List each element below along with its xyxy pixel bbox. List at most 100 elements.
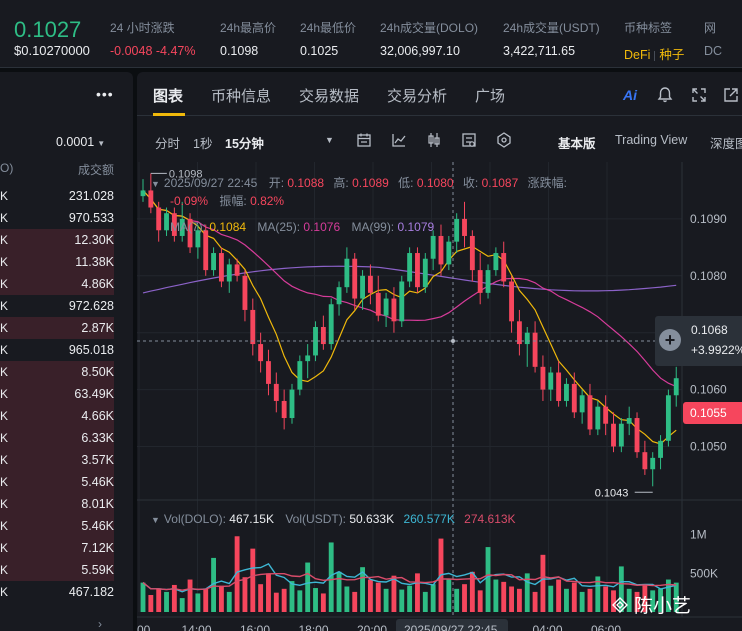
row-amount: K <box>0 541 9 555</box>
candle-body <box>469 235 475 271</box>
row-amount: K <box>0 189 9 203</box>
candle-body <box>242 275 248 310</box>
candle-body <box>171 213 177 236</box>
volume-bar <box>344 586 350 612</box>
candle-body <box>618 423 624 447</box>
candle-body <box>391 298 397 322</box>
chevron-right-icon[interactable]: › <box>98 617 102 631</box>
depth-bar <box>0 559 114 581</box>
volume-bar <box>422 591 428 612</box>
volume-bar <box>250 548 256 612</box>
volume-bar <box>501 581 507 612</box>
vol-collapse-icon[interactable]: ▼ <box>151 515 160 525</box>
chart-settings-icon[interactable] <box>460 131 478 149</box>
volume-bar <box>320 593 326 612</box>
y-tick-label: 0.1080 <box>690 269 727 283</box>
trade-row: K 5.46K <box>0 515 114 537</box>
chart-panel: 图表 币种信息 交易数据 交易分析 广场 Ai 分时 1秒 15分钟 ▼ <box>137 72 742 631</box>
candle-body <box>446 241 452 265</box>
legend-date: 2025/09/27 22:45 <box>163 176 258 190</box>
candle-style-icon[interactable] <box>425 131 443 149</box>
depth-bar <box>0 471 114 493</box>
x-tick-label: 14:00 <box>182 623 212 631</box>
volume-bar <box>305 562 311 612</box>
trade-row: K 11.38K <box>0 251 114 273</box>
volume-ma2-line <box>142 572 677 591</box>
volume-bar <box>509 586 514 612</box>
volume-bar <box>360 567 365 612</box>
row-amount: K <box>0 233 9 247</box>
external-link-icon[interactable] <box>722 86 740 104</box>
volume-bar <box>611 590 616 612</box>
trade-list-panel: ••• 0.0001 ▼ O) 成交额 K 231.028 K 970.533 K 12.3… <box>0 72 133 631</box>
trade-row: K 4.66K <box>0 405 114 427</box>
legend-open-label: 开: <box>268 176 285 190</box>
interval-dropdown-icon[interactable]: ▼ <box>325 135 334 145</box>
row-amount: K <box>0 497 9 511</box>
tag-defi[interactable]: DeFi <box>624 48 651 62</box>
stat-value: 3,422,711.65 <box>503 44 576 58</box>
volume-bar <box>383 588 389 612</box>
candle-body <box>650 457 656 470</box>
mode-trading-view[interactable]: Trading View <box>615 133 688 147</box>
precision-select[interactable]: 0.0001 ▼ <box>56 135 105 149</box>
tag-seed[interactable]: 种子 <box>659 48 685 62</box>
candlestick-chart[interactable]: 0.10900.10800.10700.10600.10500.10980.10… <box>137 72 742 631</box>
bell-icon[interactable] <box>656 86 674 104</box>
x-tick-label: 00 <box>137 623 151 631</box>
trade-row: K 467.182 <box>0 581 114 603</box>
candle-body <box>375 292 381 316</box>
trade-row: K 231.028 <box>0 185 114 207</box>
volume-bar <box>446 578 452 612</box>
volume-bar <box>532 591 538 612</box>
expand-icon[interactable] <box>690 86 708 104</box>
volume-bar <box>328 542 334 612</box>
row-total: 5.46K <box>81 475 114 489</box>
mode-depth[interactable]: 深度图 <box>710 137 742 151</box>
volume-bar <box>289 581 295 612</box>
interval-1s[interactable]: 1秒 <box>193 137 213 151</box>
tab-token-info[interactable]: 币种信息 <box>211 88 272 105</box>
volume-bar <box>242 577 248 612</box>
ai-icon[interactable]: Ai <box>623 87 637 103</box>
volume-bar <box>375 582 381 612</box>
interval-time-sharing[interactable]: 分时 <box>155 137 181 151</box>
volume-bar <box>313 588 318 612</box>
legend-change-label: 涨跌幅: <box>527 176 567 190</box>
chart-tabs: 图表 币种信息 交易数据 交易分析 广场 Ai <box>137 72 742 116</box>
volume-bar <box>336 571 342 612</box>
stat-value: -0.0048 -4.47% <box>110 44 196 58</box>
tab-trading-analysis[interactable]: 交易分析 <box>387 88 448 105</box>
candle-body <box>524 332 530 345</box>
tab-chart[interactable]: 图表 <box>153 88 184 105</box>
candle-body <box>430 235 436 259</box>
interval-15m[interactable]: 15分钟 <box>225 137 264 151</box>
candle-body <box>218 253 224 282</box>
row-total: 4.86K <box>81 277 114 291</box>
more-menu-icon[interactable]: ••• <box>96 86 114 102</box>
legend-collapse-icon[interactable]: ▼ <box>151 179 160 189</box>
stat-24h-volume-dolo: 24h成交量(DOLO) 32,006,997.10 <box>380 19 478 58</box>
calendar-icon[interactable] <box>355 131 373 149</box>
candle-body <box>462 218 467 236</box>
last-price-tag: 0.1055 <box>683 402 742 424</box>
depth-bar <box>0 405 114 427</box>
volume-bar <box>187 579 193 612</box>
tab-trading-data[interactable]: 交易数据 <box>299 88 360 105</box>
candle-body <box>140 190 146 197</box>
indicator-icon[interactable] <box>390 131 408 149</box>
row-total: 4.66K <box>81 409 114 423</box>
add-alert-icon[interactable]: + <box>659 329 681 351</box>
tab-square[interactable]: 广场 <box>475 88 506 105</box>
volume-bar <box>579 591 585 612</box>
row-total: 6.33K <box>81 431 114 445</box>
volume-bar <box>407 585 413 612</box>
candle-body <box>352 258 358 299</box>
row-amount: K <box>0 365 9 379</box>
mode-basic[interactable]: 基本版 <box>558 137 596 151</box>
legend-low-label: 低: <box>398 176 414 190</box>
volume-bar <box>493 579 499 612</box>
layers-icon[interactable] <box>495 131 513 149</box>
candle-body <box>399 281 405 322</box>
